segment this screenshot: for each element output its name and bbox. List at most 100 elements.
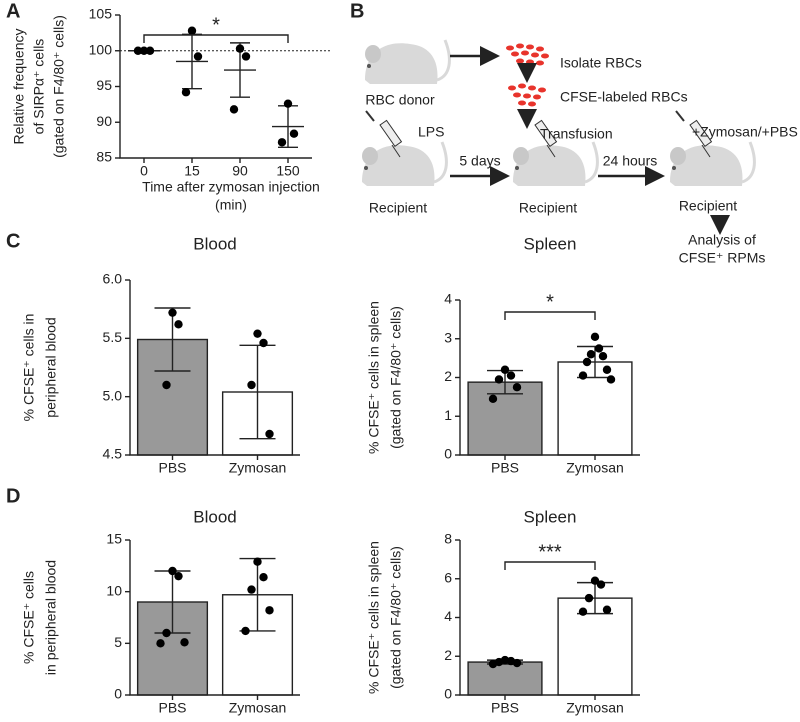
data-point [598, 351, 608, 361]
x-tick-label: Zymosan [229, 460, 287, 476]
error-bar [239, 344, 276, 440]
x-tick-label: 150 [276, 163, 300, 179]
x-axis-label: Time after zymosan injection [142, 179, 320, 195]
x-tick-label: 90 [232, 163, 248, 179]
data-point [133, 46, 143, 55]
y-axis-label: % CFSE⁺ cells [21, 571, 37, 664]
y-axis-label: Relative frequency [11, 29, 27, 145]
chart-title: Blood [193, 507, 236, 526]
significance-bracket [504, 311, 596, 320]
data-point [602, 365, 612, 374]
data-point [506, 371, 516, 380]
y-tick-label: 1 [444, 407, 452, 423]
panel-label: C [6, 230, 20, 252]
panel-label: D [6, 485, 20, 507]
bar [467, 661, 543, 696]
y-tick-label: 8 [444, 531, 452, 547]
y-axis-label: (gated on F4/80⁺ cells) [388, 306, 404, 449]
chart-title: Blood [193, 234, 236, 253]
data-point [602, 605, 612, 614]
data-point [590, 576, 600, 585]
data-point [247, 585, 256, 594]
data-point [187, 26, 197, 35]
data-point [512, 382, 522, 392]
data-point [265, 429, 274, 439]
significance-label: * [212, 14, 220, 36]
data-point [584, 593, 594, 603]
y-axis-label: % CFSE⁺ cells in spleen [366, 541, 382, 694]
data-point [512, 658, 522, 668]
y-tick-label: 6.0 [103, 271, 123, 287]
data-point [174, 571, 183, 581]
data-point [283, 99, 293, 108]
diagram-label: LPS [418, 124, 444, 140]
y-tick-label: 0 [114, 686, 122, 702]
significance-bracket [504, 561, 596, 570]
data-point [594, 344, 604, 353]
y-axis-label: % CFSE⁺ cells in spleen [366, 301, 382, 454]
data-point [193, 52, 203, 61]
data-point [578, 371, 588, 380]
data-point [596, 580, 606, 589]
data-point [162, 380, 171, 390]
data-point [162, 628, 171, 638]
y-axis-label: (gated on F4/80⁺ cells) [388, 546, 404, 689]
data-point [235, 44, 245, 53]
y-tick-label: 5 [114, 634, 122, 650]
diagram-label: RBC donor [365, 92, 435, 108]
data-point [586, 350, 596, 359]
y-tick-label: 4.5 [103, 446, 123, 462]
data-point [229, 105, 239, 114]
y-tick-label: 2 [444, 368, 452, 384]
y-tick-label: 5.0 [103, 387, 123, 403]
diagram-label: CFSE-labeled RBCs [560, 89, 688, 105]
data-point [241, 626, 250, 636]
y-axis-label: in peripheral blood [43, 560, 59, 675]
data-point [174, 320, 183, 329]
data-point [259, 573, 268, 582]
data-point [259, 338, 268, 348]
significance-label: *** [538, 541, 562, 563]
y-tick-label: 85 [96, 149, 112, 165]
diagram-label: 24 hours [603, 153, 657, 169]
chart-title: Spleen [524, 507, 577, 526]
data-point [247, 380, 256, 390]
y-tick-label: 95 [96, 77, 112, 93]
diagram-label: Transfusion [540, 126, 613, 142]
y-tick-label: 10 [106, 582, 122, 598]
data-point [181, 88, 191, 97]
x-axis-label: (min) [215, 197, 247, 213]
x-tick-label: Zymosan [229, 700, 287, 716]
data-point [488, 394, 498, 404]
x-tick-label: PBS [158, 700, 186, 716]
y-tick-label: 105 [89, 6, 113, 22]
data-point [582, 357, 592, 367]
x-tick-label: 0 [140, 163, 148, 179]
error-bar [154, 307, 191, 372]
x-tick-label: PBS [491, 700, 519, 716]
data-point [168, 566, 177, 576]
chart-title: Spleen [524, 234, 577, 253]
data-point [500, 365, 510, 374]
x-tick-label: 15 [184, 163, 200, 179]
axes [119, 15, 312, 159]
y-tick-label: 0 [444, 446, 452, 462]
axes [459, 540, 640, 696]
data-point [156, 639, 165, 648]
y-tick-label: 90 [96, 113, 112, 129]
significance-bracket [143, 34, 289, 43]
data-point [289, 129, 299, 138]
y-tick-label: 4 [444, 291, 452, 307]
data-point [253, 557, 262, 566]
diagram-label: CFSE⁺ RPMs [679, 250, 766, 266]
y-tick-label: 5.5 [103, 329, 123, 345]
axes [129, 280, 300, 456]
diagram-label: 5 days [459, 153, 500, 169]
x-tick-label: Zymosan [566, 700, 624, 716]
x-tick-label: PBS [158, 460, 186, 476]
panel-label: A [6, 0, 20, 22]
data-point [180, 638, 189, 647]
diagram-label: Analysis of [688, 232, 756, 248]
panel-label: B [350, 0, 364, 22]
